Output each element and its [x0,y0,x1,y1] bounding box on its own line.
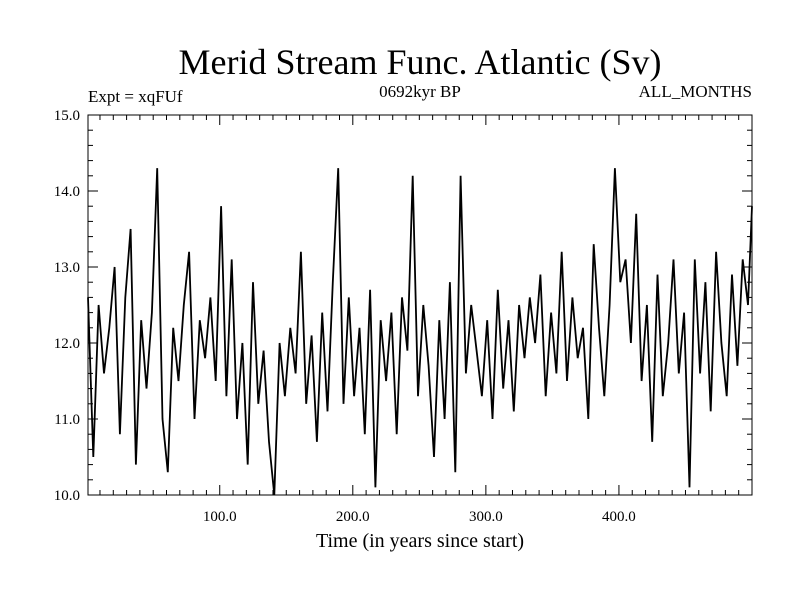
tick-labels: 100.0 200.0 300.0 400.0 10.0 11.0 12.0 13.0 14.0… [54,108,636,525]
plot-frame [87,114,753,496]
x-tick-label: 100.0 [203,509,237,525]
y-tick-label: 12.0 [54,336,80,352]
y-tick-label: 11.0 [54,412,80,428]
series-line [87,168,753,496]
x-axis-label: Time (in years since start) [316,530,524,552]
y-tick-label: 10.0 [54,488,80,504]
y-tick-label: 15.0 [54,108,80,124]
y-tick-label: 14.0 [54,184,80,200]
x-tick-label: 300.0 [469,509,503,525]
series-layer [87,168,753,496]
x-tick-label: 400.0 [602,509,636,525]
months-label: ALL_MONTHS [639,82,752,101]
period-label: 0692kyr BP [379,82,461,101]
chart-title: Merid Stream Func. Atlantic (Sv) [179,42,662,82]
y-tick-label: 13.0 [54,260,80,276]
axis-ticks [88,115,752,495]
x-tick-label: 200.0 [336,509,370,525]
experiment-label: Expt = xqFUf [88,87,183,106]
